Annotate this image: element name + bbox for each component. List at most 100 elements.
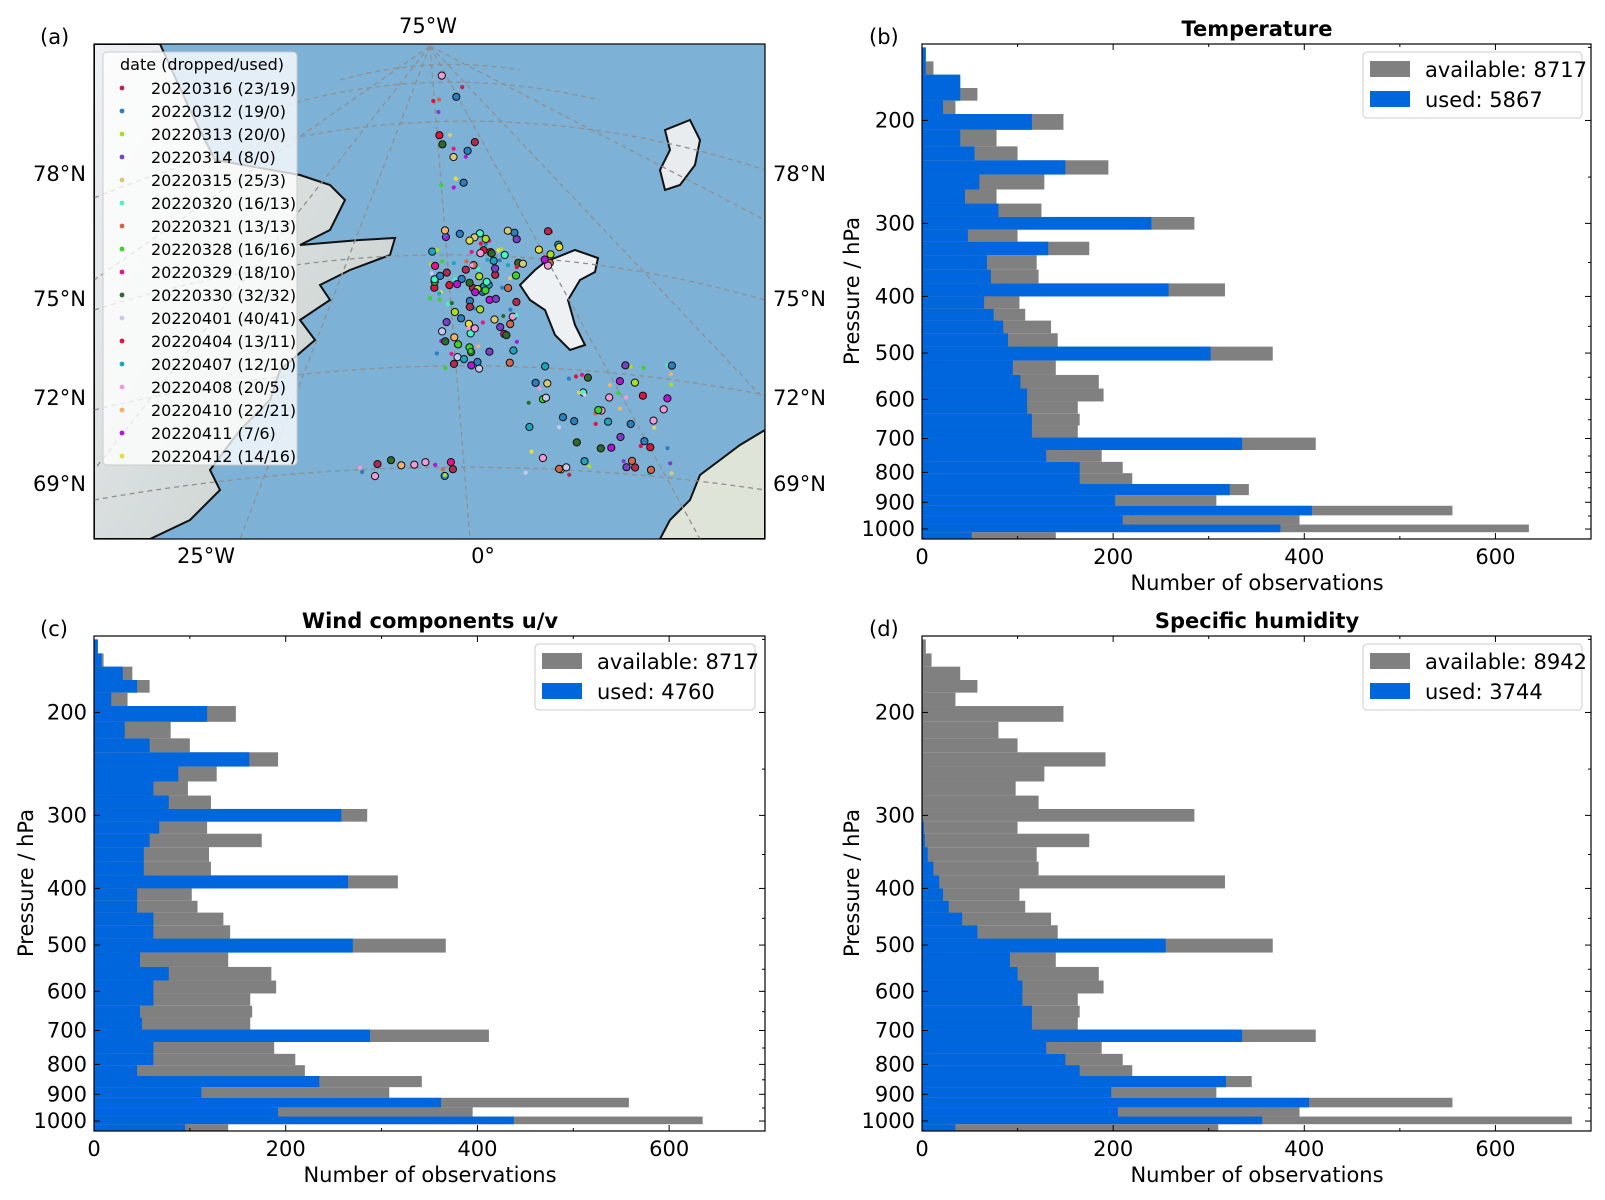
y-tick-label: 700: [47, 1018, 87, 1042]
dropsonde-marker: [616, 390, 621, 396]
lat-label-left-78: 78°N: [33, 162, 86, 186]
bar-used: [94, 738, 150, 753]
legend-box-temperature: [1362, 51, 1583, 119]
dropsonde-marker: [473, 357, 482, 367]
dropsonde-marker: [546, 250, 555, 259]
dropsonde-marker: [669, 382, 674, 387]
bar-used: [922, 532, 972, 539]
y-tick-label: 700: [875, 1018, 915, 1042]
dropsonde-marker: [437, 71, 446, 80]
dropsonde-marker: [500, 250, 509, 260]
dropsonde-marker: [490, 315, 499, 324]
bar-used: [922, 87, 961, 101]
bar-available: [922, 888, 1020, 901]
dropsonde-marker: [543, 227, 553, 236]
bar-used: [922, 346, 1211, 361]
dropsonde-marker: [506, 320, 515, 329]
y-tick-label: 300: [875, 803, 915, 827]
lat-label-left-69: 69°N: [33, 472, 86, 496]
dropsonde-marker: [457, 314, 466, 323]
dropsonde-marker: [649, 416, 658, 425]
bar-available: [922, 532, 1056, 539]
panel-label-d: (d): [869, 617, 899, 641]
legend-box-wind: [534, 643, 756, 711]
bar-used: [922, 160, 1066, 175]
xlabel-wind: Number of observations: [303, 1163, 556, 1187]
lon-label-25w: 25°W: [177, 544, 235, 568]
dropsonde-marker: [496, 248, 501, 253]
lat-label-right-78: 78°N: [773, 162, 826, 186]
bar-available: [94, 1065, 305, 1077]
legend-marker: [119, 338, 125, 344]
panel-label-c: (c): [40, 617, 68, 641]
bar-available: [94, 1053, 296, 1066]
bar-available: [922, 847, 1037, 862]
bar-used: [94, 1124, 186, 1131]
dropsonde-marker: [507, 276, 512, 281]
legend-marker: [119, 430, 125, 436]
dropsonde-marker: [593, 421, 598, 426]
bar-available: [922, 692, 956, 707]
dropsonde-marker: [421, 458, 430, 467]
dropsonde-marker: [504, 283, 513, 293]
dropsonde-marker: [627, 456, 637, 465]
bar-used: [922, 833, 925, 848]
x-tick-label: 0: [87, 1137, 100, 1161]
legend-marker: [119, 384, 125, 390]
bar-used: [922, 1029, 1243, 1043]
plot-frame: [93, 635, 766, 1132]
dropsonde-marker: [439, 183, 444, 188]
bar-used: [922, 269, 991, 284]
dropsonde-marker: [476, 267, 481, 272]
dropsonde-marker: [534, 245, 544, 254]
legend-swatch-available: [542, 653, 582, 669]
lat-label-right-69: 69°N: [773, 472, 826, 496]
dropsonde-marker: [496, 322, 505, 332]
lat-label-right-72: 72°N: [773, 386, 826, 410]
map-legend-title: date (dropped/used): [120, 55, 284, 74]
bar-used: [922, 388, 1028, 402]
legend-marker: [119, 361, 125, 367]
y-tick-label: 200: [47, 700, 87, 724]
bar-used: [94, 938, 353, 953]
legend-marker: [119, 246, 125, 252]
dropsonde-marker: [449, 351, 454, 356]
legend-wind: available: 8717 used: 4760: [534, 643, 759, 711]
bar-used: [922, 847, 928, 862]
bar-used: [922, 61, 926, 75]
bar-used: [922, 296, 985, 309]
y-tick-label: 400: [47, 876, 87, 900]
bar-used: [922, 515, 1123, 525]
bar-used: [94, 795, 169, 809]
y-tick-label: 900: [47, 1082, 87, 1106]
bar-available: [922, 795, 1039, 809]
x-tick-label: 200: [1093, 545, 1133, 569]
dropsonde-marker: [621, 459, 626, 464]
dropsonde-marker: [453, 280, 462, 289]
lat-label-right-75: 75°N: [773, 287, 826, 311]
dropsonde-marker: [459, 355, 469, 364]
bar-used: [922, 283, 1169, 297]
dropsonde-marker: [454, 340, 463, 349]
dropsonde-marker: [427, 296, 433, 301]
bar-used: [922, 374, 1021, 389]
bar-used: [922, 146, 975, 161]
bar-available: [922, 833, 1090, 848]
legend-swatch-used: [1370, 91, 1410, 107]
legend-box-humidity: [1362, 643, 1583, 711]
dropsonde-marker: [452, 92, 461, 101]
graticule-69n: [94, 466, 765, 501]
plot-frame: [921, 635, 1592, 1132]
legend-entry: 20220315 (25/3): [151, 171, 286, 190]
bar-available: [922, 752, 1106, 767]
dropsonde-marker: [624, 395, 629, 400]
bar-used: [922, 255, 987, 270]
bar-used: [922, 114, 1032, 130]
bar-available: [94, 900, 198, 913]
dropsonde-marker: [482, 277, 491, 286]
dropsonde-marker: [410, 460, 419, 469]
plot-area-humidity: 0 200 400 600 200 300 400 500 600 700 800 900 1000: [862, 635, 1592, 1161]
dropsonde-marker: [478, 241, 483, 246]
dropsonde-marker: [668, 461, 673, 466]
dropsonde-marker: [518, 259, 528, 268]
